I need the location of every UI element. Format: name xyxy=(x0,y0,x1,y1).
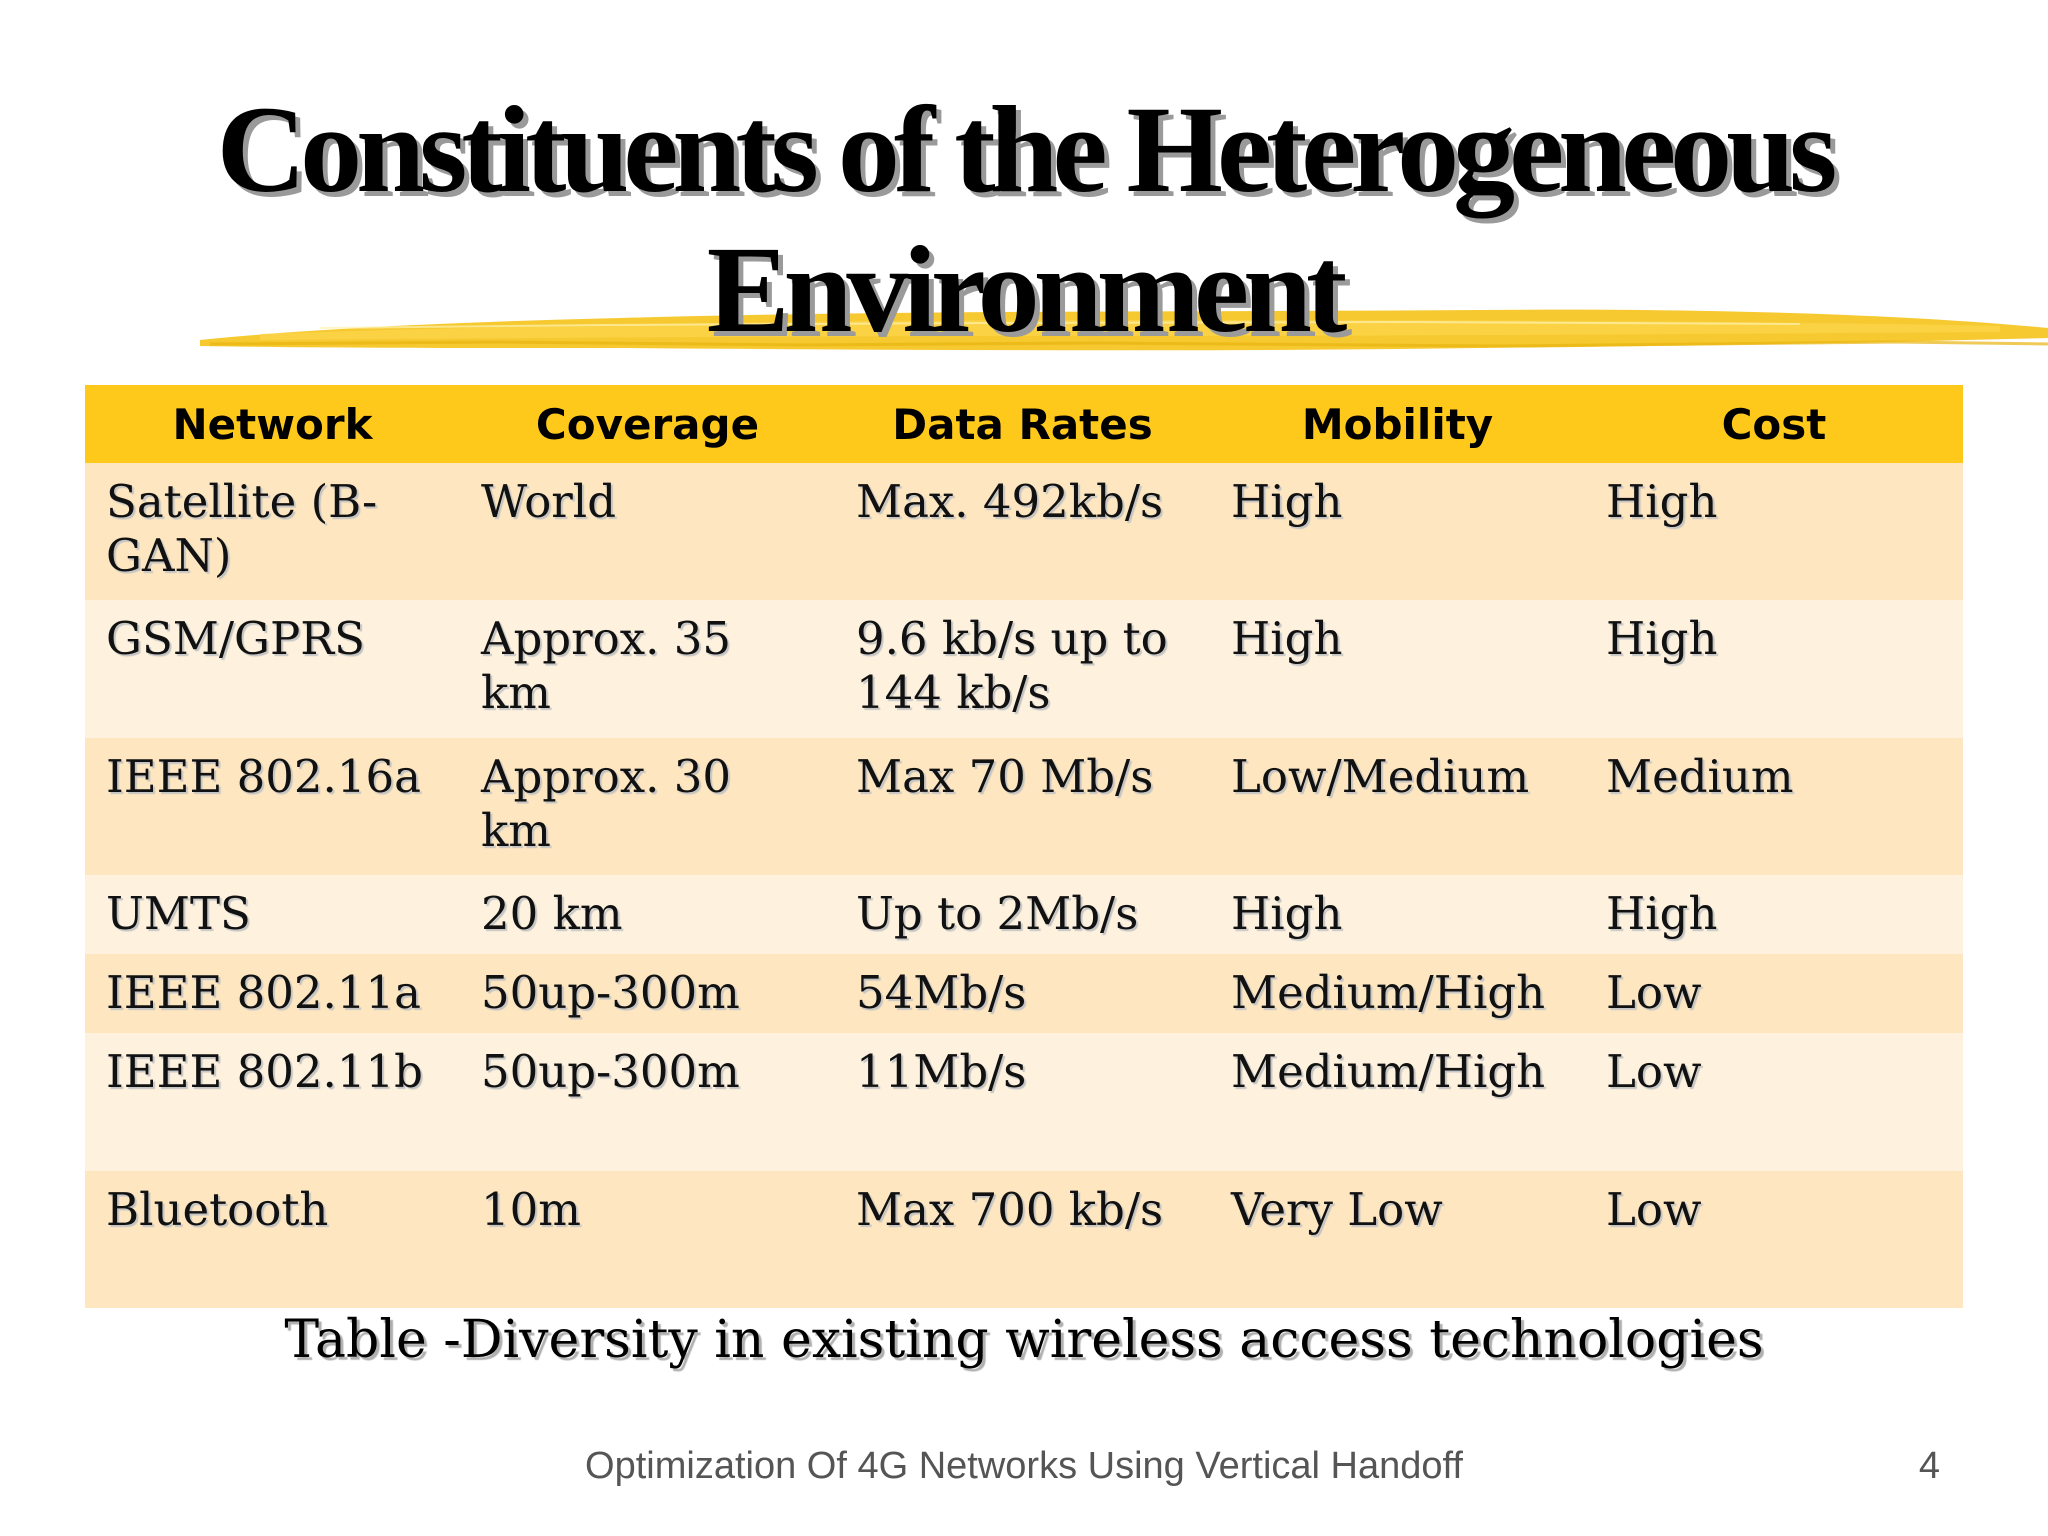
coverage-cell: Approx. 35 km xyxy=(460,600,835,738)
column-header-data-rates: Data Rates xyxy=(835,385,1210,463)
cost-cell: High xyxy=(1585,600,1963,738)
cost-cell: Low xyxy=(1585,954,1963,1033)
slide-number: 4 xyxy=(1918,1445,1940,1487)
network-cell: GSM/GPRS xyxy=(85,600,460,738)
table-row: GSM/GPRS Approx. 35 km 9.6 kb/s up to 14… xyxy=(85,600,1963,738)
mobility-cell: Medium/High xyxy=(1210,1033,1585,1171)
data-rates-cell: 11Mb/s xyxy=(835,1033,1210,1171)
coverage-cell: World xyxy=(460,463,835,600)
column-header-cost: Cost xyxy=(1585,385,1963,463)
mobility-cell: High xyxy=(1210,600,1585,738)
table-row: UMTS 20 km Up to 2Mb/s High High xyxy=(85,875,1963,954)
coverage-cell: Approx. 30 km xyxy=(460,738,835,875)
coverage-cell: 50up-300m xyxy=(460,954,835,1033)
coverage-cell: 10m xyxy=(460,1171,835,1308)
cost-cell: Medium xyxy=(1585,738,1963,875)
cost-cell: Low xyxy=(1585,1171,1963,1308)
column-header-mobility: Mobility xyxy=(1210,385,1585,463)
table-row: IEEE 802.11a 50up-300m 54Mb/s Medium/Hig… xyxy=(85,954,1963,1033)
coverage-cell: 50up-300m xyxy=(460,1033,835,1171)
table-row: Bluetooth 10m Max 700 kb/s Very Low Low xyxy=(85,1171,1963,1308)
table-row: IEEE 802.11b 50up-300m 11Mb/s Medium/Hig… xyxy=(85,1033,1963,1171)
network-cell: IEEE 802.11a xyxy=(85,954,460,1033)
mobility-cell: Very Low xyxy=(1210,1171,1585,1308)
table-row: Satellite (B-GAN) World Max. 492kb/s Hig… xyxy=(85,463,1963,600)
data-rates-cell: Max 700 kb/s xyxy=(835,1171,1210,1308)
network-cell: UMTS xyxy=(85,875,460,954)
mobility-cell: High xyxy=(1210,875,1585,954)
network-comparison-table: Network Coverage Data Rates Mobility Cos… xyxy=(85,385,1963,1308)
column-header-network: Network xyxy=(85,385,460,463)
cost-cell: High xyxy=(1585,875,1963,954)
network-cell: Bluetooth xyxy=(85,1171,460,1308)
mobility-cell: Low/Medium xyxy=(1210,738,1585,875)
mobility-cell: High xyxy=(1210,463,1585,600)
mobility-cell: Medium/High xyxy=(1210,954,1585,1033)
cost-cell: Low xyxy=(1585,1033,1963,1171)
data-rates-cell: 9.6 kb/s up to 144 kb/s xyxy=(835,600,1210,738)
data-rates-cell: Up to 2Mb/s xyxy=(835,875,1210,954)
slide-footer: Optimization Of 4G Networks Using Vertic… xyxy=(585,1445,1463,1487)
table-header-row: Network Coverage Data Rates Mobility Cos… xyxy=(85,385,1963,463)
data-rates-cell: 54Mb/s xyxy=(835,954,1210,1033)
yellow-brush-stroke-decoration xyxy=(200,309,2048,351)
data-rates-cell: Max 70 Mb/s xyxy=(835,738,1210,875)
table-row: IEEE 802.16a Approx. 30 km Max 70 Mb/s L… xyxy=(85,738,1963,875)
coverage-cell: 20 km xyxy=(460,875,835,954)
data-rates-cell: Max. 492kb/s xyxy=(835,463,1210,600)
column-header-coverage: Coverage xyxy=(460,385,835,463)
network-cell: IEEE 802.11b xyxy=(85,1033,460,1171)
network-cell: Satellite (B-GAN) xyxy=(85,463,460,600)
slide-title: Constituents of the Heterogeneous Enviro… xyxy=(216,81,1838,358)
cost-cell: High xyxy=(1585,463,1963,600)
table-caption: Table -Diversity in existing wireless ac… xyxy=(284,1310,1764,1370)
network-cell: IEEE 802.16a xyxy=(85,738,460,875)
